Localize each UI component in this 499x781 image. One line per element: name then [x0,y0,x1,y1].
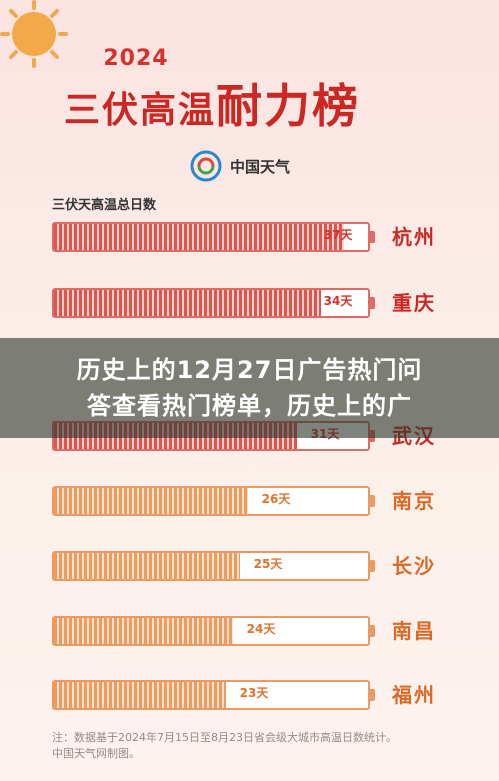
bar-cap [370,297,375,309]
overlay-line-2: 答查看热门榜单，历史上的广 [87,392,412,420]
ranking-row: 26天 南京 [52,478,452,524]
days-bar-fill [54,682,226,708]
days-bar [52,486,370,516]
page-title: 三伏高温耐力榜 [64,70,444,133]
bar-cap [370,231,375,243]
headline-overlay: 历史上的12月27日广告热门问 答查看热门榜单，历史上的广 [0,338,499,438]
ranking-row: 34天 重庆 [52,280,452,326]
ranking-row: 25天 长沙 [52,543,452,589]
ranking-row: 24天 南昌 [52,608,452,654]
footnote-line-1: 注：数据基于2024年7月15日至8月23日省会级大城市高温日数统计。 [52,731,397,744]
china-weather-logo-icon [190,150,222,182]
footnote: 注：数据基于2024年7月15日至8月23日省会级大城市高温日数统计。 中国天气… [52,730,472,762]
city-name: 杭州 [392,225,436,249]
days-bar-fill [54,553,240,579]
days-value: 23天 [239,686,269,700]
bar-cap [370,625,375,637]
days-bar [52,680,370,710]
city-name: 福州 [392,683,436,707]
title-part-heat: 三伏高温 [64,90,217,131]
city-name: 南京 [392,489,436,513]
days-bar-fill [54,618,233,644]
title-part-endurance: 耐力榜 [216,79,361,133]
ranking-row: 23天 福州 [52,672,452,718]
bar-cap [370,495,375,507]
year-label: 2024 [103,46,169,71]
days-bar-fill [54,488,248,514]
days-bar-fill [54,224,344,250]
bar-cap [370,689,375,701]
city-name: 重庆 [392,291,436,315]
days-value: 24天 [246,622,276,636]
overlay-line-1: 历史上的12月27日广告热门问 [76,356,423,384]
footnote-line-2: 中国天气网制图。 [52,747,140,760]
days-value: 37天 [323,228,353,242]
days-value: 25天 [253,557,283,571]
days-bar [52,288,370,318]
city-name: 南昌 [392,619,436,643]
days-bar [52,551,370,581]
bar-cap [370,560,375,572]
section-label: 三伏天高温总日数 [52,198,157,213]
brand: 中国天气 [190,148,290,184]
days-value: 26天 [261,492,291,506]
days-bar-fill [54,290,321,316]
brand-name: 中国天气 [230,157,291,176]
days-bar [52,616,370,646]
days-bar [52,222,370,252]
days-value: 34天 [323,294,353,308]
ranking-row: 37天 杭州 [52,214,452,260]
city-name: 长沙 [392,554,436,578]
sun-icon [0,0,68,68]
